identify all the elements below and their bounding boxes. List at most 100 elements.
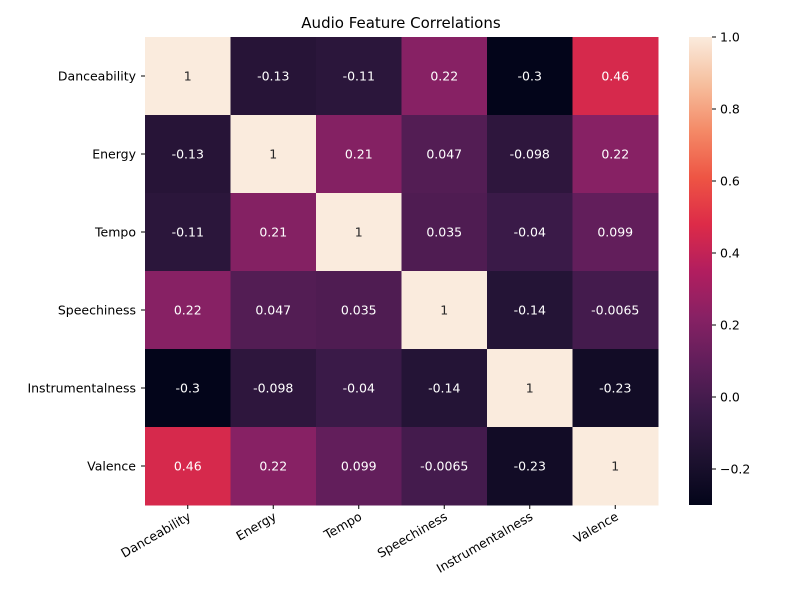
cell-annotation: 1: [184, 69, 192, 84]
cell-annotation: -0.098: [253, 381, 293, 396]
y-tick-labels: Danceability Energy Tempo Speechiness Instru…: [27, 69, 145, 474]
heatmap-cell: [145, 271, 231, 350]
cell-annotation: 1: [611, 459, 619, 474]
colorbar-tick-label: −0.2: [720, 462, 750, 477]
cell-annotation: -0.13: [172, 147, 204, 162]
heatmap-cell: [145, 193, 231, 272]
heatmap-cell: [230, 349, 317, 428]
cell-annotation: 0.46: [601, 69, 629, 84]
heatmap-cell: [230, 37, 317, 116]
heatmap-cell: [316, 271, 402, 350]
heatmap-cell: [487, 37, 573, 116]
colorbar: 1.0 0.8 0.6 0.4 0.2 0.0 −0.2: [689, 30, 750, 505]
y-tick-label: Speechiness: [58, 303, 136, 318]
chart-title: Audio Feature Correlations: [301, 14, 501, 32]
cell-annotation: 0.22: [259, 459, 287, 474]
cell-annotation: -0.13: [257, 69, 289, 84]
colorbar-tick-label: 0.4: [720, 246, 740, 261]
heatmap-cell: [572, 349, 659, 428]
heatmap-cell: [401, 115, 488, 194]
cell-annotation: -0.11: [343, 69, 375, 84]
heatmap-cell: [572, 115, 659, 194]
cell-annotation: -0.04: [514, 225, 546, 240]
heatmap-cell: [316, 115, 402, 194]
cell-annotation: -0.3: [176, 381, 200, 396]
colorbar-gradient: [689, 37, 712, 505]
heatmap-cell: [145, 115, 231, 194]
cell-annotation: 1: [440, 303, 448, 318]
y-tick-label: Valence: [87, 459, 136, 474]
x-tick-label: Instrumentalness: [434, 509, 536, 576]
cell-annotation: -0.0065: [591, 303, 639, 318]
cell-annotation: -0.14: [428, 381, 460, 396]
heatmap-cell: [316, 37, 402, 116]
cell-annotation: -0.0065: [420, 459, 468, 474]
cell-annotation: 0.047: [426, 147, 462, 162]
cell-annotation: -0.23: [599, 381, 631, 396]
heatmap-cell: [487, 193, 573, 272]
cell-annotation: 1: [526, 381, 534, 396]
cell-annotation: 0.22: [174, 303, 202, 318]
heatmap-cell: [401, 193, 488, 272]
cell-annotation: 0.46: [174, 459, 202, 474]
cell-annotation: -0.23: [514, 459, 546, 474]
heatmap-cell: [487, 115, 573, 194]
heatmap-cell: [487, 349, 573, 428]
cell-annotation: 0.099: [597, 225, 633, 240]
heatmap-cell: [230, 271, 317, 350]
heatmap-cell: [316, 427, 402, 506]
colorbar-tick-labels: 1.0 0.8 0.6 0.4 0.2 0.0 −0.2: [712, 30, 750, 477]
heatmap-cell: [316, 349, 402, 428]
heatmap-cell: [572, 427, 659, 506]
heatmap-cell: [487, 271, 573, 350]
colorbar-tick-label: 1.0: [720, 30, 740, 45]
heatmap-cell: [316, 193, 402, 272]
cell-annotation: 0.047: [255, 303, 291, 318]
heatmap-annotations: 1 -0.13 -0.11 0.22 -0.3 0.46 -0.13 1 0.21 0.047 -0…: [172, 69, 640, 474]
x-tick-label: Speechiness: [375, 509, 450, 561]
x-tick-label: Energy: [233, 508, 279, 543]
colorbar-tick-label: 0.6: [720, 174, 740, 189]
cell-annotation: -0.3: [518, 69, 542, 84]
heatmap-cell: [401, 427, 488, 506]
cell-annotation: 0.035: [341, 303, 377, 318]
cell-annotation: 0.099: [341, 459, 377, 474]
heatmap-cell: [145, 349, 231, 428]
heatmap-cells: [145, 37, 659, 506]
heatmap-cell: [572, 37, 659, 116]
x-tick-label: Valence: [571, 508, 621, 546]
y-tick-label: Energy: [92, 147, 136, 162]
cell-annotation: -0.14: [514, 303, 546, 318]
cell-annotation: 1: [355, 225, 363, 240]
colorbar-tick-label: 0.8: [720, 102, 740, 117]
heatmap-cell: [145, 427, 231, 506]
cell-annotation: -0.11: [172, 225, 204, 240]
x-tick-label: Danceability: [118, 508, 194, 560]
heatmap-cell: [572, 193, 659, 272]
cell-annotation: 0.21: [259, 225, 287, 240]
y-tick-label: Instrumentalness: [27, 381, 136, 396]
cell-annotation: 0.22: [601, 147, 629, 162]
cell-annotation: -0.098: [510, 147, 550, 162]
x-tick-labels: Danceability Energy Tempo SpeechinessInstru…: [118, 505, 621, 576]
heatmap-cell: [401, 349, 488, 428]
cell-annotation: 0.035: [426, 225, 462, 240]
cell-annotation: 1: [269, 147, 277, 162]
heatmap-cell: [230, 115, 317, 194]
heatmap-cell: [401, 271, 488, 350]
colorbar-tick-label: 0.2: [720, 318, 740, 333]
heatmap-cell: [145, 37, 231, 116]
cell-annotation: -0.04: [343, 381, 375, 396]
cell-annotation: 0.22: [430, 69, 458, 84]
cell-annotation: 0.21: [345, 147, 373, 162]
heatmap-cell: [401, 37, 488, 116]
x-tick-label: Tempo: [320, 509, 364, 543]
y-tick-label: Tempo: [94, 225, 136, 240]
y-tick-label: Danceability: [58, 69, 137, 84]
colorbar-tick-label: 0.0: [720, 390, 740, 405]
heatmap-cell: [230, 193, 317, 272]
heatmap-cell: [230, 427, 317, 506]
heatmap-cell: [487, 427, 573, 506]
heatmap-cell: [572, 271, 659, 350]
